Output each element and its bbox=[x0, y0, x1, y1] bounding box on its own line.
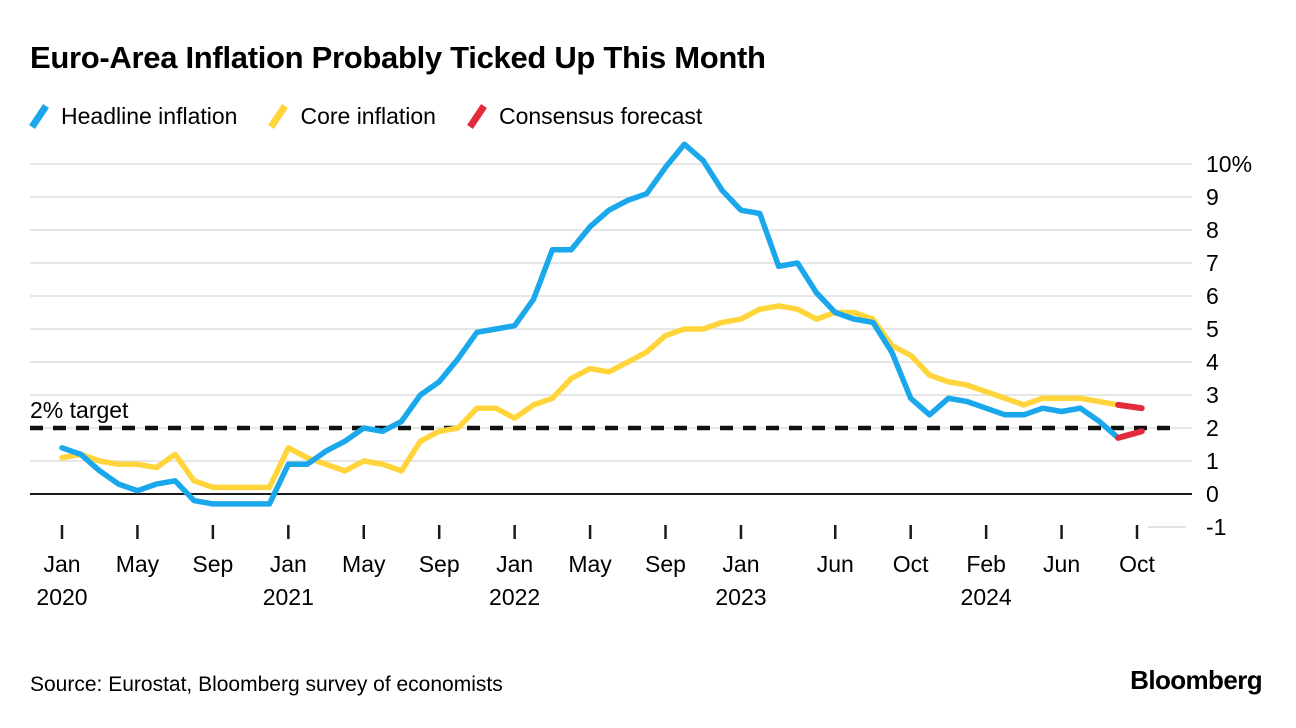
x-axis-month-label: Sep bbox=[645, 551, 686, 577]
x-axis-month-label: Jun bbox=[1043, 551, 1080, 577]
y-axis-label: 7 bbox=[1206, 250, 1219, 276]
x-axis-month-label: Jun bbox=[817, 551, 854, 577]
series-line-core-inflation bbox=[59, 303, 1121, 491]
bloomberg-logo: Bloomberg bbox=[1130, 665, 1262, 695]
y-axis-label: 0 bbox=[1206, 481, 1219, 507]
source-attribution: Source: Eurostat, Bloomberg survey of ec… bbox=[30, 673, 503, 696]
consensus-forecast-swatch-icon bbox=[467, 104, 487, 129]
x-axis-month-label: May bbox=[568, 551, 612, 577]
x-axis-month-label: Jan bbox=[270, 551, 307, 577]
legend-item-core: Core inflation bbox=[267, 103, 436, 130]
x-axis-year-label: 2021 bbox=[263, 584, 314, 610]
x-axis-year-label: 2023 bbox=[715, 584, 766, 610]
x-axis-year-label: 2024 bbox=[961, 584, 1012, 610]
headline-inflation-swatch-icon bbox=[29, 104, 49, 129]
forecast-segment-core-inflation bbox=[1115, 401, 1145, 412]
forecast-segment-headline-inflation bbox=[1115, 428, 1145, 441]
chart-legend: Headline inflation Core inflation Consen… bbox=[28, 103, 702, 130]
x-axis-month-label: Feb bbox=[966, 551, 1006, 577]
series-line-headline-inflation bbox=[59, 141, 1121, 507]
y-axis-label: 10% bbox=[1206, 151, 1252, 177]
x-axis-month-label: May bbox=[342, 551, 386, 577]
legend-item-headline: Headline inflation bbox=[28, 103, 237, 130]
y-axis-label: 9 bbox=[1206, 184, 1219, 210]
y-axis-label: 5 bbox=[1206, 316, 1219, 342]
y-axis-label: 1 bbox=[1206, 448, 1219, 474]
legend-label-core: Core inflation bbox=[300, 103, 436, 129]
y-axis-label: -1 bbox=[1206, 514, 1226, 540]
y-axis-label: 8 bbox=[1206, 217, 1219, 243]
x-axis-year-label: 2020 bbox=[36, 584, 87, 610]
x-axis-month-label: Oct bbox=[1119, 551, 1155, 577]
x-axis-month-label: Sep bbox=[192, 551, 233, 577]
y-axis-label: 4 bbox=[1206, 349, 1219, 375]
target-line-label: 2% target bbox=[30, 397, 129, 423]
x-axis-year-label: 2022 bbox=[489, 584, 540, 610]
legend-label-forecast: Consensus forecast bbox=[498, 103, 703, 129]
x-axis-month-label: Jan bbox=[722, 551, 759, 577]
page-title: Euro-Area Inflation Probably Ticked Up T… bbox=[30, 40, 766, 75]
y-axis-label: 3 bbox=[1206, 382, 1219, 408]
legend-item-forecast: Consensus forecast bbox=[466, 103, 702, 130]
x-axis-month-label: Jan bbox=[43, 551, 80, 577]
x-axis-month-label: Sep bbox=[419, 551, 460, 577]
x-axis-month-label: Jan bbox=[496, 551, 533, 577]
core-inflation-swatch-icon bbox=[268, 104, 289, 129]
x-axis-month-label: Oct bbox=[893, 551, 929, 577]
y-axis-label: 6 bbox=[1206, 283, 1219, 309]
x-axis-month-label: May bbox=[116, 551, 160, 577]
y-axis-label: 2 bbox=[1206, 415, 1219, 441]
legend-label-headline: Headline inflation bbox=[61, 103, 238, 129]
